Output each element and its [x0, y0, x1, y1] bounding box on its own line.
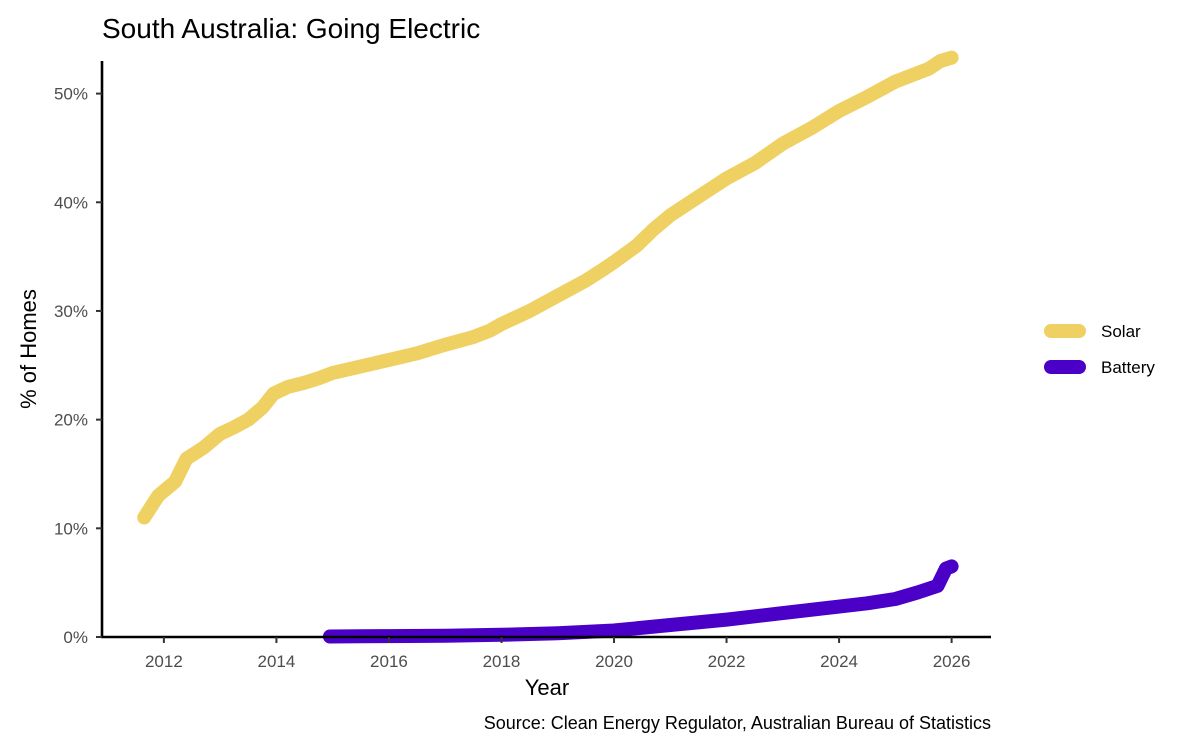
chart-title: South Australia: Going Electric: [102, 13, 480, 44]
y-tick-label: 20%: [54, 411, 88, 430]
x-tick-label: 2024: [820, 652, 858, 671]
source-caption: Source: Clean Energy Regulator, Australi…: [484, 713, 991, 733]
y-axis-title: % of Homes: [16, 289, 41, 409]
legend-label-battery: Battery: [1101, 358, 1155, 377]
series-line-battery: [322, 559, 959, 644]
x-tick-label: 2026: [933, 652, 971, 671]
y-tick-label: 0%: [63, 628, 88, 647]
x-tick-label: 2018: [483, 652, 521, 671]
series-layer: [137, 50, 959, 644]
series-line-solar: [137, 50, 959, 525]
y-tick-label: 40%: [54, 193, 88, 212]
x-tick-label: 2022: [708, 652, 746, 671]
y-tick-label: 10%: [54, 519, 88, 538]
legend-label-solar: Solar: [1101, 322, 1141, 341]
x-tick-label: 2020: [595, 652, 633, 671]
x-tick-label: 2014: [258, 652, 296, 671]
x-axis-title: Year: [525, 675, 569, 700]
y-tick-label: 30%: [54, 302, 88, 321]
x-axis-ticks: 2012 2014 2016 2018 2020 2022 2024 2026: [145, 637, 971, 671]
legend: Solar Battery: [1044, 322, 1155, 377]
y-axis-ticks: 0% 10% 20% 30% 40% 50%: [54, 85, 102, 647]
x-tick-label: 2012: [145, 652, 183, 671]
x-tick-label: 2016: [370, 652, 408, 671]
y-tick-label: 50%: [54, 85, 88, 104]
